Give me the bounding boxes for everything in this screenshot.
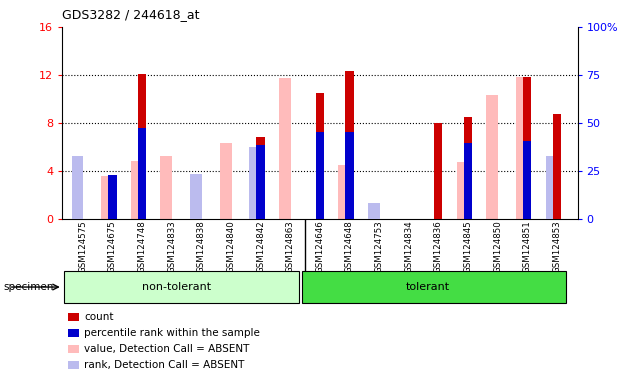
Text: GSM124863: GSM124863 bbox=[286, 220, 295, 273]
Bar bbox=[256, 137, 265, 219]
Bar bbox=[338, 165, 350, 219]
Text: GSM124842: GSM124842 bbox=[256, 220, 265, 273]
Bar bbox=[256, 145, 265, 219]
Bar bbox=[71, 159, 83, 219]
Text: value, Detection Call = ABSENT: value, Detection Call = ABSENT bbox=[84, 344, 250, 354]
Bar bbox=[131, 161, 143, 219]
Bar bbox=[464, 143, 472, 219]
Text: GDS3282 / 244618_at: GDS3282 / 244618_at bbox=[62, 8, 199, 21]
Bar bbox=[71, 156, 83, 219]
Text: GSM124853: GSM124853 bbox=[552, 220, 561, 273]
Bar bbox=[486, 95, 498, 219]
Bar bbox=[368, 214, 379, 219]
Bar bbox=[190, 174, 202, 219]
Bar bbox=[101, 176, 113, 219]
Bar bbox=[345, 71, 353, 219]
Bar bbox=[345, 131, 353, 219]
Bar bbox=[249, 147, 261, 219]
Bar bbox=[138, 74, 146, 219]
Text: GSM124753: GSM124753 bbox=[374, 220, 384, 273]
Text: GSM124834: GSM124834 bbox=[404, 220, 413, 273]
Bar bbox=[523, 77, 532, 219]
Text: percentile rank within the sample: percentile rank within the sample bbox=[84, 328, 260, 338]
Bar bbox=[523, 141, 532, 219]
Text: GSM124840: GSM124840 bbox=[227, 220, 235, 273]
Bar bbox=[315, 131, 324, 219]
Bar bbox=[315, 93, 324, 219]
Text: GSM124748: GSM124748 bbox=[138, 220, 147, 273]
Text: GSM124850: GSM124850 bbox=[493, 220, 502, 273]
Bar bbox=[220, 143, 232, 219]
Bar bbox=[545, 157, 558, 219]
Bar bbox=[516, 77, 528, 219]
Text: GSM124833: GSM124833 bbox=[167, 220, 176, 273]
Text: specimen: specimen bbox=[3, 282, 53, 292]
Bar bbox=[434, 123, 442, 219]
Text: GSM124648: GSM124648 bbox=[345, 220, 354, 273]
Bar bbox=[464, 117, 472, 219]
Bar bbox=[160, 157, 172, 219]
Bar bbox=[138, 127, 146, 219]
Bar bbox=[190, 178, 202, 219]
Text: GSM124675: GSM124675 bbox=[108, 220, 117, 273]
Text: count: count bbox=[84, 312, 114, 322]
Text: tolerant: tolerant bbox=[406, 282, 450, 292]
Bar bbox=[368, 203, 379, 219]
Text: GSM124838: GSM124838 bbox=[197, 220, 206, 273]
Bar bbox=[302, 271, 566, 303]
Text: rank, Detection Call = ABSENT: rank, Detection Call = ABSENT bbox=[84, 360, 245, 370]
Bar bbox=[63, 271, 299, 303]
Text: GSM124646: GSM124646 bbox=[315, 220, 324, 273]
Bar bbox=[456, 162, 468, 219]
Text: non-tolerant: non-tolerant bbox=[142, 282, 211, 292]
Bar bbox=[553, 114, 561, 219]
Text: GSM124836: GSM124836 bbox=[434, 220, 443, 273]
Bar bbox=[108, 175, 117, 219]
Bar bbox=[279, 78, 291, 219]
Text: GSM124845: GSM124845 bbox=[463, 220, 473, 273]
Text: GSM124851: GSM124851 bbox=[523, 220, 532, 273]
Text: GSM124575: GSM124575 bbox=[78, 220, 88, 273]
